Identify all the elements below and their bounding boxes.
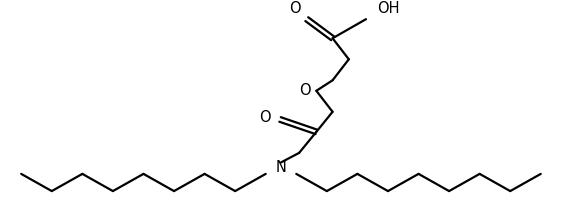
Text: O: O <box>289 1 301 16</box>
Text: O: O <box>299 83 311 98</box>
Text: OH: OH <box>378 1 400 16</box>
Text: O: O <box>259 110 270 125</box>
Text: N: N <box>275 160 287 175</box>
